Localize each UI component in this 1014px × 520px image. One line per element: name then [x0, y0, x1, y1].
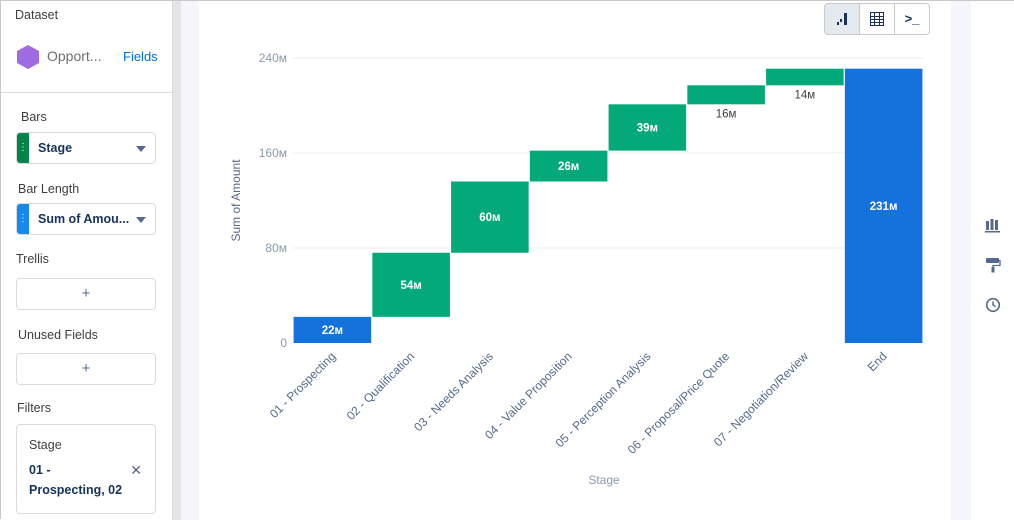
- bar: [608, 104, 687, 151]
- bar: [529, 150, 608, 182]
- waterfall-chart: 0 80м 160м 240м Sum of Amount Stage 22м 01 - Pr…: [229, 51, 923, 487]
- x-axis-title: Stage: [588, 473, 620, 487]
- left-panel-scrollbar[interactable]: [173, 1, 181, 520]
- dataset-name[interactable]: Opport...: [47, 48, 102, 64]
- data-label: 231м: [870, 201, 898, 213]
- bar: [293, 316, 372, 343]
- y-tick-label: 160м: [259, 146, 287, 160]
- bar: [844, 68, 923, 343]
- data-label: 39м: [637, 122, 658, 134]
- dataset-row[interactable]: Opport... Fields: [15, 43, 165, 71]
- clock-icon[interactable]: [985, 297, 1001, 313]
- y-tick-label: 0: [280, 336, 287, 350]
- y-tick-label: 240м: [259, 51, 287, 65]
- bars-field-label: Stage: [38, 141, 73, 155]
- trellis-add-button[interactable]: +: [16, 278, 156, 310]
- bar-length-label: Bar Length: [18, 182, 80, 196]
- left-panel: Dataset Opport... Fields Bars ⋮ Stage Ba…: [1, 1, 173, 520]
- bar-chart-icon[interactable]: [985, 217, 1001, 233]
- data-label: 14м: [795, 89, 816, 101]
- chevron-down-icon[interactable]: [136, 146, 146, 152]
- table-icon: [870, 12, 884, 26]
- right-rail: [971, 1, 1014, 520]
- drag-handle-icon[interactable]: ⋮: [17, 133, 29, 163]
- data-label: 26м: [558, 161, 579, 173]
- bar: [766, 68, 844, 86]
- unused-fields-label: Unused Fields: [18, 328, 98, 342]
- filter-value: 01 - Prospecting, 02: [29, 463, 123, 497]
- chart-icon: [837, 13, 847, 25]
- table-view-button[interactable]: [859, 3, 895, 35]
- x-tick-label: 02 - Qualification: [344, 349, 418, 423]
- filter-field-name: Stage: [29, 438, 62, 452]
- chevron-down-icon[interactable]: [136, 217, 146, 223]
- divider: [1, 92, 173, 93]
- x-tick-label: End: [865, 349, 890, 374]
- query-view-button[interactable]: >_: [894, 3, 930, 35]
- data-label: 60м: [479, 212, 500, 224]
- bars-label: Bars: [21, 110, 47, 124]
- y-axis-title: Sum of Amount: [229, 159, 243, 242]
- bars-field-pill[interactable]: ⋮ Stage: [16, 132, 156, 164]
- bar: [451, 181, 529, 253]
- data-label: 54м: [400, 280, 421, 292]
- close-icon[interactable]: ✕: [130, 462, 142, 478]
- filters-label: Filters: [17, 401, 52, 415]
- unused-fields-add-button[interactable]: +: [16, 353, 156, 385]
- filter-card[interactable]: Stage 01 - Prospecting, 02 ✕: [16, 424, 156, 514]
- dataset-hex-icon: [17, 45, 39, 69]
- chart-card: >_ 0 80м 160м 240м Sum of Amount Stage 22м 01 -…: [199, 1, 951, 520]
- data-label: 16м: [716, 108, 737, 120]
- bar-length-field-label: Sum of Amou...: [38, 212, 130, 226]
- drag-handle-icon[interactable]: ⋮: [17, 204, 29, 234]
- bar: [372, 252, 450, 317]
- bar: [687, 85, 765, 105]
- y-tick-label: 80м: [265, 241, 287, 255]
- trellis-label: Trellis: [16, 252, 49, 266]
- paint-roller-icon[interactable]: [985, 257, 1001, 273]
- x-tick-label: 03 - Needs Analysis: [411, 349, 496, 434]
- data-label: 22м: [322, 325, 343, 337]
- dataset-label: Dataset: [15, 8, 59, 22]
- bar-length-field-pill[interactable]: ⋮ Sum of Amou...: [16, 203, 156, 235]
- x-tick-label: 04 - Value Proposition: [482, 349, 575, 442]
- chart-view-button[interactable]: [824, 3, 860, 35]
- x-tick-label: 01 - Prospecting: [267, 349, 339, 421]
- fields-link[interactable]: Fields: [123, 49, 158, 64]
